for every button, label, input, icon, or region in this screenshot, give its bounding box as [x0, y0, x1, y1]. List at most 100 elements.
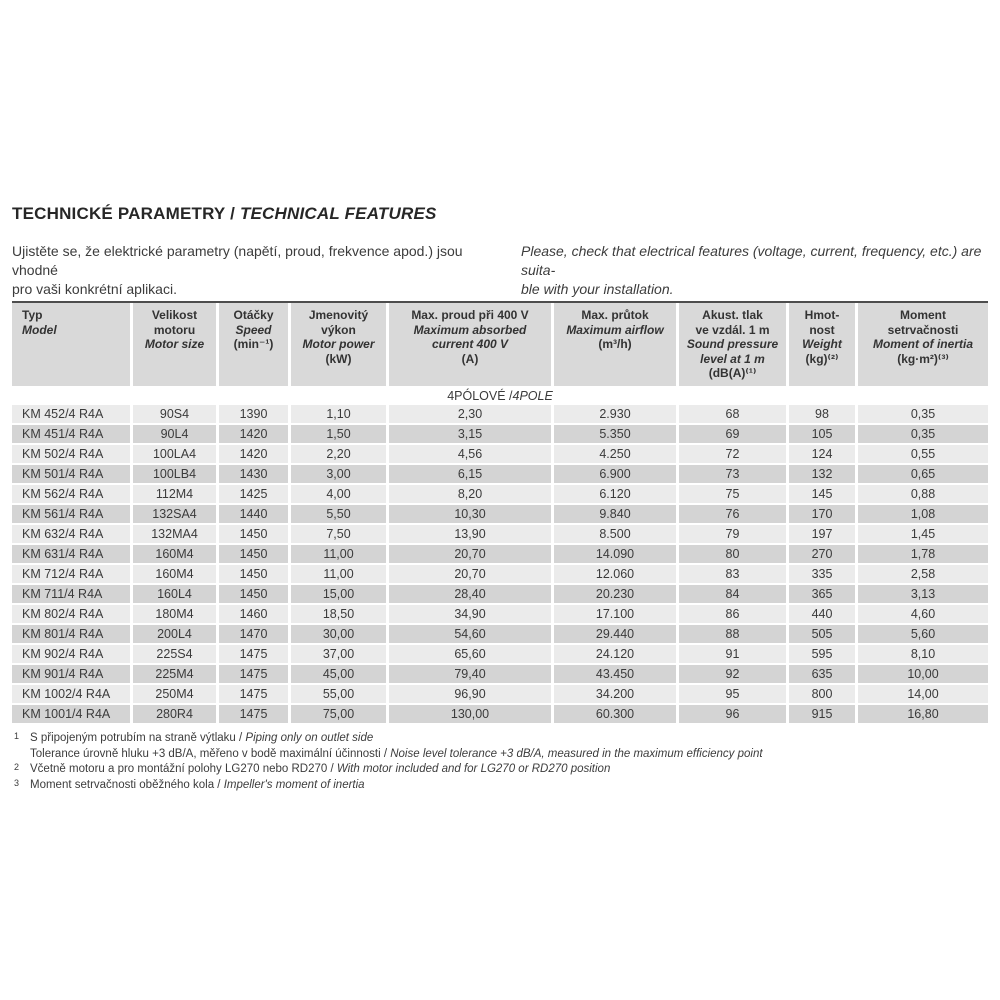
section-label-en: 4POLE — [512, 388, 553, 403]
header-en-label: Motor power — [302, 337, 375, 351]
footnote-text-cz: Moment setrvačnosti oběžného kola / — [30, 778, 224, 791]
cell-size: 132MA4 — [133, 525, 216, 543]
cell-model: KM 801/4 R4A — [12, 625, 130, 643]
cell-speed: 1450 — [219, 525, 288, 543]
cell-airflow: 60.300 — [554, 705, 676, 723]
cell-inertia: 0,35 — [858, 425, 988, 443]
header-en-label: Motor size — [144, 337, 205, 351]
cell-weight: 595 — [789, 645, 855, 663]
cell-weight: 132 — [789, 465, 855, 483]
cell-airflow: 5.350 — [554, 425, 676, 443]
cell-speed: 1470 — [219, 625, 288, 643]
header-cz-label: Jmenovitý výkon — [308, 308, 369, 337]
cell-size: 200L4 — [133, 625, 216, 643]
header-cz-label: Typ — [22, 308, 43, 322]
footnote-line: 3 Moment setrvačnosti oběžného kola / Imp… — [14, 778, 976, 794]
column-header-size: Velikost motoru Motor size — [133, 303, 216, 386]
footnote-text: Včetně motoru a pro montážní polohy LG27… — [30, 762, 976, 778]
cell-inertia: 4,60 — [858, 605, 988, 623]
cell-airflow: 34.200 — [554, 685, 676, 703]
cell-noise: 68 — [679, 405, 786, 423]
table-body: KM 452/4 R4A 90S4 1390 1,10 2,30 2.930 68 98 0,3… — [12, 405, 988, 723]
cell-noise: 73 — [679, 465, 786, 483]
header-cz-label: Velikost motoru — [151, 308, 198, 337]
cell-model: KM 501/4 R4A — [12, 465, 130, 483]
cell-weight: 105 — [789, 425, 855, 443]
cell-power: 55,00 — [291, 685, 386, 703]
footnote-text-en: Piping only on outlet side — [245, 732, 374, 744]
cell-model: KM 711/4 R4A — [12, 585, 130, 603]
table-row: KM 452/4 R4A 90S4 1390 1,10 2,30 2.930 68 98 0,3… — [12, 405, 988, 423]
cell-speed: 1440 — [219, 505, 288, 523]
cell-inertia: 14,00 — [858, 685, 988, 703]
cell-airflow: 12.060 — [554, 565, 676, 583]
cell-model: KM 1001/4 R4A — [12, 705, 130, 723]
cell-inertia: 16,80 — [858, 705, 988, 723]
cell-power: 30,00 — [291, 625, 386, 643]
footnotes: 1 S připojeným potrubím na straně výtlaku… — [14, 731, 976, 793]
column-header-current: Max. proud při 400 V Maximum absorbed cur… — [389, 303, 551, 386]
cell-size: 280R4 — [133, 705, 216, 723]
cell-power: 75,00 — [291, 705, 386, 723]
cell-inertia: 2,58 — [858, 565, 988, 583]
footnote-text: Tolerance úrovně hluku +3 dB/A, měřeno v… — [30, 747, 976, 763]
cell-weight: 197 — [789, 525, 855, 543]
cell-size: 160L4 — [133, 585, 216, 603]
intro-paragraph-en: Please, check that electrical features (… — [521, 243, 982, 297]
cell-model: KM 562/4 R4A — [12, 485, 130, 503]
cell-speed: 1420 — [219, 445, 288, 463]
technical-table: Typ Model Velikost motoru Motor size Otáčky S… — [12, 301, 988, 725]
table-header-row: Typ Model Velikost motoru Motor size Otáčky S… — [12, 303, 988, 386]
cell-size: 100LB4 — [133, 465, 216, 483]
table-row: KM 451/4 R4A 90L4 1420 1,50 3,15 5.350 69 105 0,… — [12, 425, 988, 443]
cell-current: 4,56 — [389, 445, 551, 463]
cell-speed: 1475 — [219, 645, 288, 663]
cell-inertia: 8,10 — [858, 645, 988, 663]
cell-inertia: 0,88 — [858, 485, 988, 503]
header-en-label: Moment of inertia — [872, 337, 973, 351]
cell-power: 2,20 — [291, 445, 386, 463]
cell-speed: 1430 — [219, 465, 288, 483]
page-title-cz: TECHNICKÉ PARAMETRY / — [12, 204, 240, 223]
cell-weight: 270 — [789, 545, 855, 563]
cell-airflow: 20.230 — [554, 585, 676, 603]
cell-current: 2,30 — [389, 405, 551, 423]
cell-airflow: 29.440 — [554, 625, 676, 643]
cell-noise: 75 — [679, 485, 786, 503]
cell-current: 130,00 — [389, 705, 551, 723]
footnote-text-en: With motor included and for LG270 or RD2… — [336, 763, 611, 775]
cell-weight: 440 — [789, 605, 855, 623]
column-header-model: Typ Model — [12, 303, 130, 386]
header-cz-label: Max. proud při 400 V — [411, 308, 529, 322]
cell-weight: 505 — [789, 625, 855, 643]
cell-inertia: 0,35 — [858, 405, 988, 423]
cell-noise: 86 — [679, 605, 786, 623]
cell-current: 54,60 — [389, 625, 551, 643]
footnote-text-en: Noise level tolerance +3 dB/A, measured … — [390, 747, 763, 760]
cell-noise: 72 — [679, 445, 786, 463]
cell-inertia: 1,45 — [858, 525, 988, 543]
cell-airflow: 2.930 — [554, 405, 676, 423]
cell-current: 28,40 — [389, 585, 551, 603]
table-row: KM 631/4 R4A 160M4 1450 11,00 20,70 14.090 80 2… — [12, 545, 988, 563]
cell-airflow: 24.120 — [554, 645, 676, 663]
cell-noise: 80 — [679, 545, 786, 563]
cell-speed: 1390 — [219, 405, 288, 423]
cell-noise: 76 — [679, 505, 786, 523]
cell-weight: 335 — [789, 565, 855, 583]
cell-weight: 915 — [789, 705, 855, 723]
cell-noise: 69 — [679, 425, 786, 443]
table-row: KM 501/4 R4A 100LB4 1430 3,00 6,15 6.900 73 132… — [12, 465, 988, 483]
cell-speed: 1475 — [219, 685, 288, 703]
header-en-label: Sound pressure level at 1 m — [686, 337, 779, 366]
cell-size: 112M4 — [133, 485, 216, 503]
cell-inertia: 1,08 — [858, 505, 988, 523]
cell-size: 225S4 — [133, 645, 216, 663]
cell-speed: 1450 — [219, 565, 288, 583]
cell-current: 65,60 — [389, 645, 551, 663]
cell-noise: 91 — [679, 645, 786, 663]
cell-size: 160M4 — [133, 565, 216, 583]
cell-noise: 92 — [679, 665, 786, 683]
column-header-inertia: Moment setrvačnosti Moment of inertia (kg·… — [858, 303, 988, 386]
